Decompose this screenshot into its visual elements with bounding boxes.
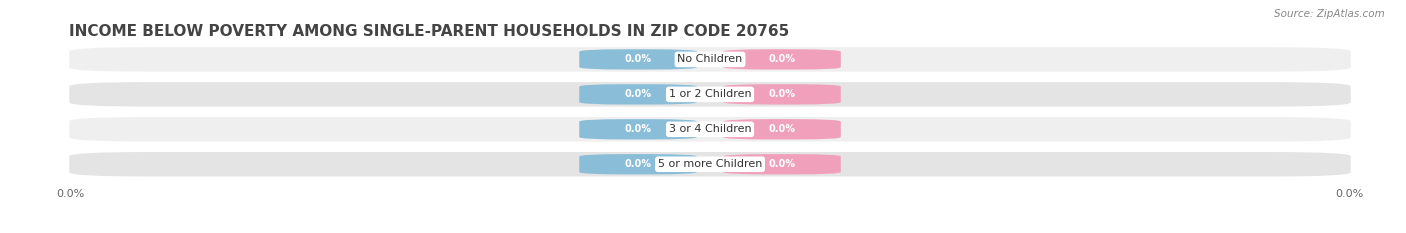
- FancyBboxPatch shape: [723, 154, 841, 174]
- FancyBboxPatch shape: [69, 47, 1351, 72]
- Text: No Children: No Children: [678, 55, 742, 64]
- Text: 5 or more Children: 5 or more Children: [658, 159, 762, 169]
- FancyBboxPatch shape: [723, 119, 841, 139]
- Text: 0.0%: 0.0%: [1336, 189, 1364, 199]
- FancyBboxPatch shape: [579, 84, 697, 105]
- Text: 0.0%: 0.0%: [624, 159, 651, 169]
- Text: 0.0%: 0.0%: [769, 55, 796, 64]
- FancyBboxPatch shape: [69, 152, 1351, 177]
- FancyBboxPatch shape: [69, 82, 1351, 107]
- FancyBboxPatch shape: [579, 154, 697, 174]
- FancyBboxPatch shape: [579, 49, 697, 69]
- Text: 0.0%: 0.0%: [624, 55, 651, 64]
- Text: INCOME BELOW POVERTY AMONG SINGLE-PARENT HOUSEHOLDS IN ZIP CODE 20765: INCOME BELOW POVERTY AMONG SINGLE-PARENT…: [69, 24, 790, 39]
- Text: 0.0%: 0.0%: [769, 124, 796, 134]
- FancyBboxPatch shape: [69, 117, 1351, 142]
- Text: Source: ZipAtlas.com: Source: ZipAtlas.com: [1274, 9, 1385, 19]
- Text: 0.0%: 0.0%: [769, 89, 796, 99]
- FancyBboxPatch shape: [723, 49, 841, 69]
- Text: 0.0%: 0.0%: [769, 159, 796, 169]
- Text: 0.0%: 0.0%: [624, 124, 651, 134]
- FancyBboxPatch shape: [723, 84, 841, 105]
- Text: 3 or 4 Children: 3 or 4 Children: [669, 124, 751, 134]
- Text: 0.0%: 0.0%: [56, 189, 84, 199]
- Text: 1 or 2 Children: 1 or 2 Children: [669, 89, 751, 99]
- Text: 0.0%: 0.0%: [624, 89, 651, 99]
- FancyBboxPatch shape: [579, 119, 697, 139]
